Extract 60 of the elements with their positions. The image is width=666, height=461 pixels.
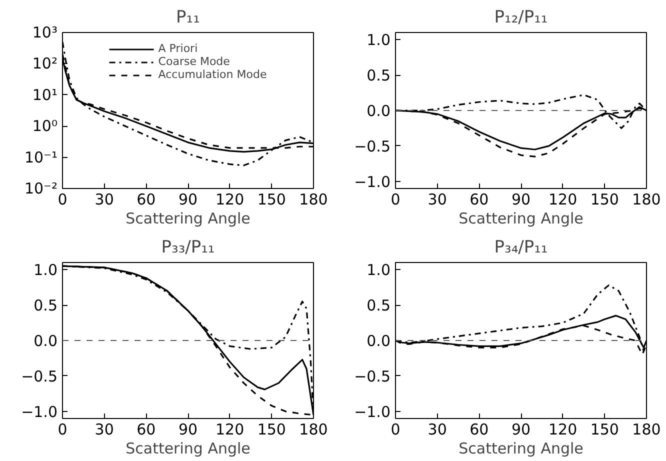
x-tick-label: 30 [94, 190, 114, 208]
y-tick-label: 1.0 [366, 31, 391, 50]
x-tick-label: 90 [178, 420, 198, 438]
y-tick-label: 1.0 [34, 261, 58, 280]
y-tick-label: −0.5 [354, 137, 391, 156]
y-tick-label: 10⁰ [32, 117, 58, 136]
chart-title: P₁₂/P₁₁ [494, 8, 548, 28]
y-tick-label: −1.0 [354, 402, 391, 421]
y-tick-label: 0.0 [366, 102, 391, 120]
x-tick-label: 90 [178, 190, 198, 208]
x-axis-title: Scattering Angle [458, 210, 584, 228]
x-tick-label: 60 [470, 190, 489, 208]
y-tick-label: 0.5 [366, 296, 391, 315]
x-tick-label: 150 [257, 190, 286, 208]
x-tick-label: 0 [390, 420, 400, 438]
y-tick-label: 0.5 [366, 66, 391, 85]
x-tick-label: 30 [94, 420, 114, 438]
x-tick-label: 30 [428, 190, 447, 208]
y-tick-label: −0.5 [21, 367, 58, 386]
x-tick-label: 0 [58, 420, 68, 438]
x-tick-label: 0 [390, 190, 400, 208]
y-tick-label: 0.0 [366, 332, 391, 350]
x-tick-label: 90 [511, 190, 531, 208]
y-tick-label: 1.0 [366, 261, 391, 280]
x-tick-label: 150 [257, 420, 286, 438]
legend-label: A Priori [158, 42, 198, 55]
x-tick-label: 180 [299, 420, 328, 438]
chart-title: P₁₁ [176, 8, 200, 28]
y-tick-label: −1.0 [21, 402, 58, 421]
x-tick-label: 90 [511, 420, 531, 438]
chart-title: P₃₄/P₁₁ [494, 238, 548, 258]
x-tick-label: 150 [590, 190, 619, 208]
y-tick-label: 0.0 [34, 332, 58, 350]
x-tick-label: 120 [216, 190, 244, 208]
x-tick-label: 150 [590, 420, 619, 438]
x-axis-title: Scattering Angle [126, 210, 250, 228]
y-tick-label: 10² [32, 54, 58, 73]
x-tick-label: 60 [136, 190, 156, 208]
x-tick-label: 180 [632, 420, 661, 438]
y-tick-label: −0.5 [354, 367, 391, 386]
x-tick-label: 180 [299, 190, 328, 208]
y-tick-label: 10¹ [32, 86, 58, 104]
y-tick-label: 10⁻¹ [24, 148, 58, 166]
y-tick-label: 10⁻² [24, 180, 58, 198]
chart-title: P₃₃/P₁₁ [161, 238, 215, 258]
x-tick-label: 120 [548, 420, 578, 438]
x-tick-label: 120 [216, 420, 244, 438]
y-tick-label: 10³ [32, 24, 58, 42]
x-tick-label: 60 [470, 420, 489, 438]
x-tick-label: 0 [58, 190, 68, 208]
legend-label: Coarse Mode [158, 55, 230, 68]
x-axis-title: Scattering Angle [126, 440, 250, 458]
x-tick-label: 60 [136, 420, 156, 438]
x-tick-label: 30 [428, 420, 447, 438]
x-axis-title: Scattering Angle [458, 440, 584, 458]
y-tick-label: 0.5 [34, 296, 58, 315]
y-tick-label: −1.0 [354, 172, 391, 191]
legend-label: Accumulation Mode [158, 68, 267, 81]
x-tick-label: 180 [632, 190, 661, 208]
x-tick-label: 120 [548, 190, 578, 208]
